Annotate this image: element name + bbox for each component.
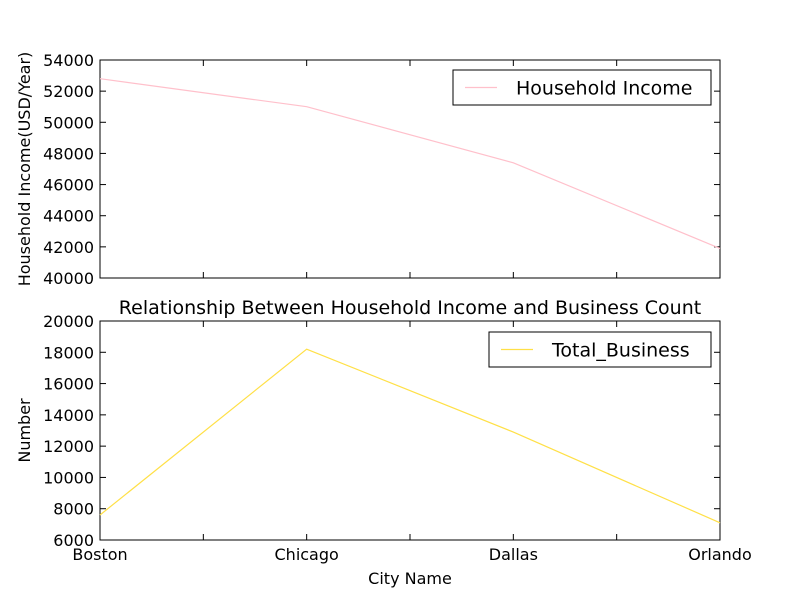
income-chart-panel: 40000 42000 44000 46000 48000 50000 52000 54000…	[15, 51, 721, 288]
business-xtick-label-orlando: Orlando	[688, 545, 752, 564]
income-ytick-label-6: 52000	[43, 82, 94, 101]
business-series-layer	[99, 348, 721, 524]
business-x-axis-label: City Name	[368, 569, 452, 588]
income-ytick-label-2: 44000	[43, 207, 94, 226]
business-ytick-label-7: 20000	[43, 312, 94, 331]
business-legend-label: Total_Business	[551, 340, 690, 362]
business-ytick-label-6: 18000	[43, 343, 94, 362]
income-ytick-label-3: 46000	[43, 176, 94, 195]
business-ytick-label-1: 8000	[53, 500, 94, 519]
business-xtick-label-chicago: Chicago	[275, 545, 339, 564]
business-xtick-label-dallas: Dallas	[489, 545, 538, 564]
business-legend: Total_Business	[488, 331, 712, 368]
income-ytick-label-0: 40000	[43, 269, 94, 288]
business-xtick-label-boston: Boston	[72, 545, 127, 564]
income-ticks	[99, 59, 721, 279]
income-legend: Household Income	[452, 69, 712, 106]
business-chart-title: Relationship Between Household Income an…	[119, 297, 701, 319]
business-chart-panel: 6000 8000 10000 12000 14000 16000 18000 20000 B…	[15, 297, 752, 588]
household-income-line	[99, 78, 721, 249]
business-ytick-label-3: 12000	[43, 437, 94, 456]
business-ytick-label-0: 6000	[53, 531, 94, 550]
business-ytick-label-2: 10000	[43, 468, 94, 487]
business-y-axis-label: Number	[15, 398, 34, 463]
business-ytick-label-4: 14000	[43, 406, 94, 425]
income-ytick-label-7: 54000	[43, 51, 94, 70]
business-y-tick-labels: 6000 8000 10000 12000 14000 16000 18000 20000	[43, 312, 94, 550]
income-y-tick-labels: 40000 42000 44000 46000 48000 50000 52000 54000	[43, 51, 94, 288]
income-legend-label: Household Income	[516, 78, 693, 100]
income-ytick-label-5: 50000	[43, 113, 94, 132]
income-series-layer	[99, 78, 721, 249]
business-ticks	[99, 320, 721, 541]
business-ytick-label-5: 16000	[43, 375, 94, 394]
income-ytick-label-4: 48000	[43, 144, 94, 163]
total-business-line	[99, 348, 721, 524]
business-x-tick-labels: Boston Chicago Dallas Orlando	[72, 545, 751, 564]
income-ytick-label-1: 42000	[43, 238, 94, 257]
income-y-axis-label: Household Income(USD/Year)	[15, 52, 34, 287]
